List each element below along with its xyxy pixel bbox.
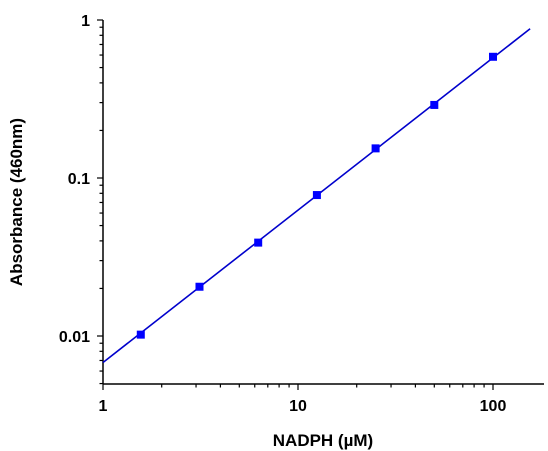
y-tick-label: 0.01 [59, 329, 90, 346]
y-tick-label: 0.1 [68, 171, 90, 188]
data-point [489, 52, 497, 61]
x-tick-label: 10 [289, 398, 307, 415]
data-point [312, 191, 321, 200]
data-point [254, 238, 263, 247]
data-point [195, 282, 204, 291]
x-axis-title: NADPH (µM) [273, 431, 373, 450]
data-point [136, 330, 145, 339]
axis-ticks [97, 19, 494, 390]
x-tick-label: 1 [99, 398, 108, 415]
axis-tick-labels: 1 10 100 0.01 0.1 1 [59, 13, 507, 415]
data-point [371, 144, 380, 153]
y-tick-label: 1 [81, 13, 90, 30]
data-point [430, 100, 439, 109]
plot-frame [102, 20, 544, 385]
data-points [136, 52, 497, 339]
y-axis-title: Absorbance (460nm) [7, 118, 26, 286]
x-tick-label: 100 [480, 398, 507, 415]
